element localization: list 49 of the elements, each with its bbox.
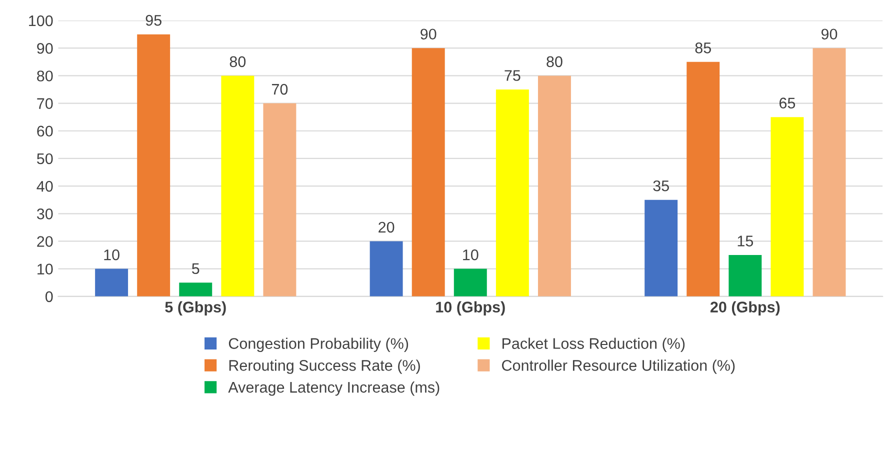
legend-label: Average Latency Increase (ms) bbox=[228, 382, 440, 396]
legend-label: Rerouting Success Rate (%) bbox=[229, 360, 420, 374]
data-label: 5 bbox=[192, 263, 200, 274]
bar bbox=[137, 34, 170, 296]
bar bbox=[454, 268, 487, 296]
bar bbox=[263, 103, 296, 296]
x-tick-label: 5 (Gbps) bbox=[165, 301, 226, 316]
y-tick-label: 60 bbox=[37, 126, 53, 137]
data-label: 95 bbox=[146, 14, 162, 26]
y-tick-label: 0 bbox=[45, 291, 53, 302]
y-tick-label: 50 bbox=[37, 153, 53, 164]
bar bbox=[412, 48, 445, 296]
data-label: 65 bbox=[779, 98, 796, 109]
data-label: 10 bbox=[463, 249, 478, 260]
bar bbox=[686, 62, 720, 296]
data-label: 80 bbox=[230, 56, 246, 68]
data-label: 10 bbox=[104, 249, 120, 260]
data-label: 90 bbox=[420, 28, 436, 40]
legend-label: Congestion Probability (%) bbox=[228, 338, 408, 352]
data-label: 85 bbox=[695, 42, 711, 54]
y-tick-label: 100 bbox=[29, 15, 53, 26]
x-tick-label: 20 (Gbps) bbox=[710, 301, 780, 316]
y-tick-label: 90 bbox=[37, 42, 53, 54]
bar bbox=[370, 241, 403, 296]
y-tick-label: 30 bbox=[36, 208, 53, 220]
bar bbox=[95, 268, 128, 296]
bar bbox=[812, 48, 846, 296]
bar bbox=[644, 200, 678, 296]
x-tick-label: 10 (Gbps) bbox=[436, 301, 505, 316]
bar bbox=[179, 282, 212, 296]
bar bbox=[496, 89, 529, 296]
y-tick-label: 10 bbox=[38, 264, 53, 274]
bar bbox=[221, 76, 254, 296]
data-label: 80 bbox=[546, 56, 562, 68]
data-label: 35 bbox=[653, 180, 669, 192]
data-label: 70 bbox=[272, 84, 288, 95]
data-label: 20 bbox=[378, 222, 394, 233]
data-label: 90 bbox=[821, 28, 838, 40]
bar bbox=[538, 76, 571, 296]
y-tick-label: 70 bbox=[37, 98, 53, 109]
legend-label: Packet Loss Reduction (%) bbox=[502, 338, 685, 352]
data-label: 75 bbox=[504, 70, 520, 81]
y-tick-label: 40 bbox=[36, 180, 53, 192]
y-tick-label: 20 bbox=[37, 236, 53, 247]
data-label: 15 bbox=[738, 236, 754, 246]
bar bbox=[728, 255, 762, 296]
bar bbox=[770, 117, 804, 296]
y-tick-label: 80 bbox=[37, 70, 53, 82]
legend-label: Controller Resource Utilization (%) bbox=[502, 360, 735, 374]
